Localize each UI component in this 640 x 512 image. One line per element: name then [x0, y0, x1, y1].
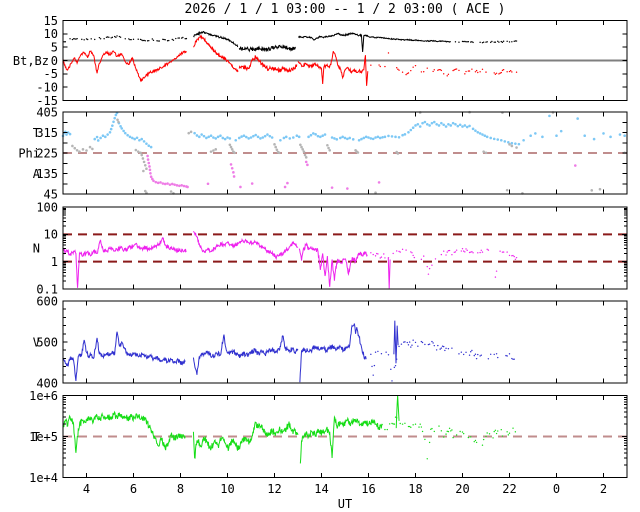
plot-title: 2026 / 1 / 1 03:00 -- 1 / 2 03:00 ( ACE …	[185, 2, 506, 17]
y-tick-label: 15	[44, 14, 58, 28]
x-tick-label: 8	[177, 482, 184, 496]
x-tick-label: 16	[361, 482, 375, 496]
series-t	[62, 395, 517, 464]
y-tick-label: 10	[44, 228, 58, 242]
panel-speed: 400 500 600 V	[33, 294, 628, 390]
y-tick-label: 315	[36, 126, 58, 140]
panel-axes	[62, 395, 628, 478]
series-phi	[61, 111, 626, 149]
panel-ylabel-phi: Phi	[18, 146, 40, 160]
panel-axes	[62, 20, 628, 101]
y-tick-label: 45	[44, 187, 58, 201]
panel-temperature: 1e+4 1e+5 1e+6 T	[29, 389, 628, 485]
series-a	[146, 154, 577, 190]
y-tick-label: 225	[36, 146, 58, 160]
x-tick-label: 20	[455, 482, 469, 496]
series-theta	[71, 110, 626, 195]
x-tick-label: 12	[267, 482, 281, 496]
y-tick-label: 5	[51, 40, 58, 54]
panel-axes	[62, 300, 628, 384]
panel-axes	[62, 111, 628, 195]
y-tick-label: -15	[36, 94, 58, 108]
panel-angles: 45 135 225 315 405 T Phi A	[18, 105, 628, 201]
y-tick-label: 500	[36, 335, 58, 349]
panel-ylabel-t: T	[33, 430, 40, 444]
y-tick-labels: 1e+4 1e+5 1e+6	[29, 389, 58, 485]
y-tick-label: 405	[36, 105, 58, 119]
y-tick-label: 1	[51, 255, 58, 269]
y-tick-label: 1e+4	[29, 471, 58, 485]
panel-ylabel-bt,bz: Bt,Bz	[13, 54, 49, 68]
y-tick-label: 600	[36, 294, 58, 308]
y-tick-label: -10	[36, 80, 58, 94]
x-tick-label: 0	[553, 482, 560, 496]
x-tick-label: 10	[220, 482, 234, 496]
x-axis-title: UT	[338, 497, 352, 511]
y-tick-label: 1e+6	[29, 389, 58, 403]
x-tick-label: 22	[502, 482, 516, 496]
series-v	[62, 320, 515, 383]
x-tick-label: 14	[314, 482, 328, 496]
x-tick-label: 2	[600, 482, 607, 496]
panel-density: 0.1 1 10 100 N	[33, 200, 628, 296]
y-tick-labels: 400 500 600	[36, 294, 58, 390]
y-tick-label: 0	[51, 54, 58, 68]
y-tick-label: 1e+5	[29, 430, 58, 444]
panel-ylabel-a: A	[33, 167, 41, 181]
y-tick-labels: 45 135 225 315 405	[36, 105, 58, 201]
x-tick-label: 4	[83, 482, 90, 496]
x-tick-label: 6	[130, 482, 137, 496]
x-tick-label: 18	[408, 482, 422, 496]
panel-ylabel-t: T	[33, 126, 40, 140]
y-tick-label: 100	[36, 200, 58, 214]
x-axis-labels: 4 6 8 10 12 14 16 18 20 22 0 2 UT	[83, 482, 607, 511]
y-tick-labels: 0.1 1 10 100	[36, 200, 58, 296]
y-tick-label: -5	[44, 67, 58, 81]
panel-ylabel-v: V	[33, 335, 40, 349]
panel-ylabel-n: N	[33, 241, 40, 255]
reference-dashed-lines	[63, 233, 627, 263]
y-tick-label: 400	[36, 376, 58, 390]
panel-axes	[62, 206, 628, 290]
series-n	[62, 230, 518, 289]
y-tick-label: 10	[44, 27, 58, 41]
series-bz	[62, 34, 518, 86]
series-bt	[63, 30, 518, 53]
y-tick-label: 135	[36, 167, 58, 181]
y-tick-label: 0.1	[36, 282, 58, 296]
